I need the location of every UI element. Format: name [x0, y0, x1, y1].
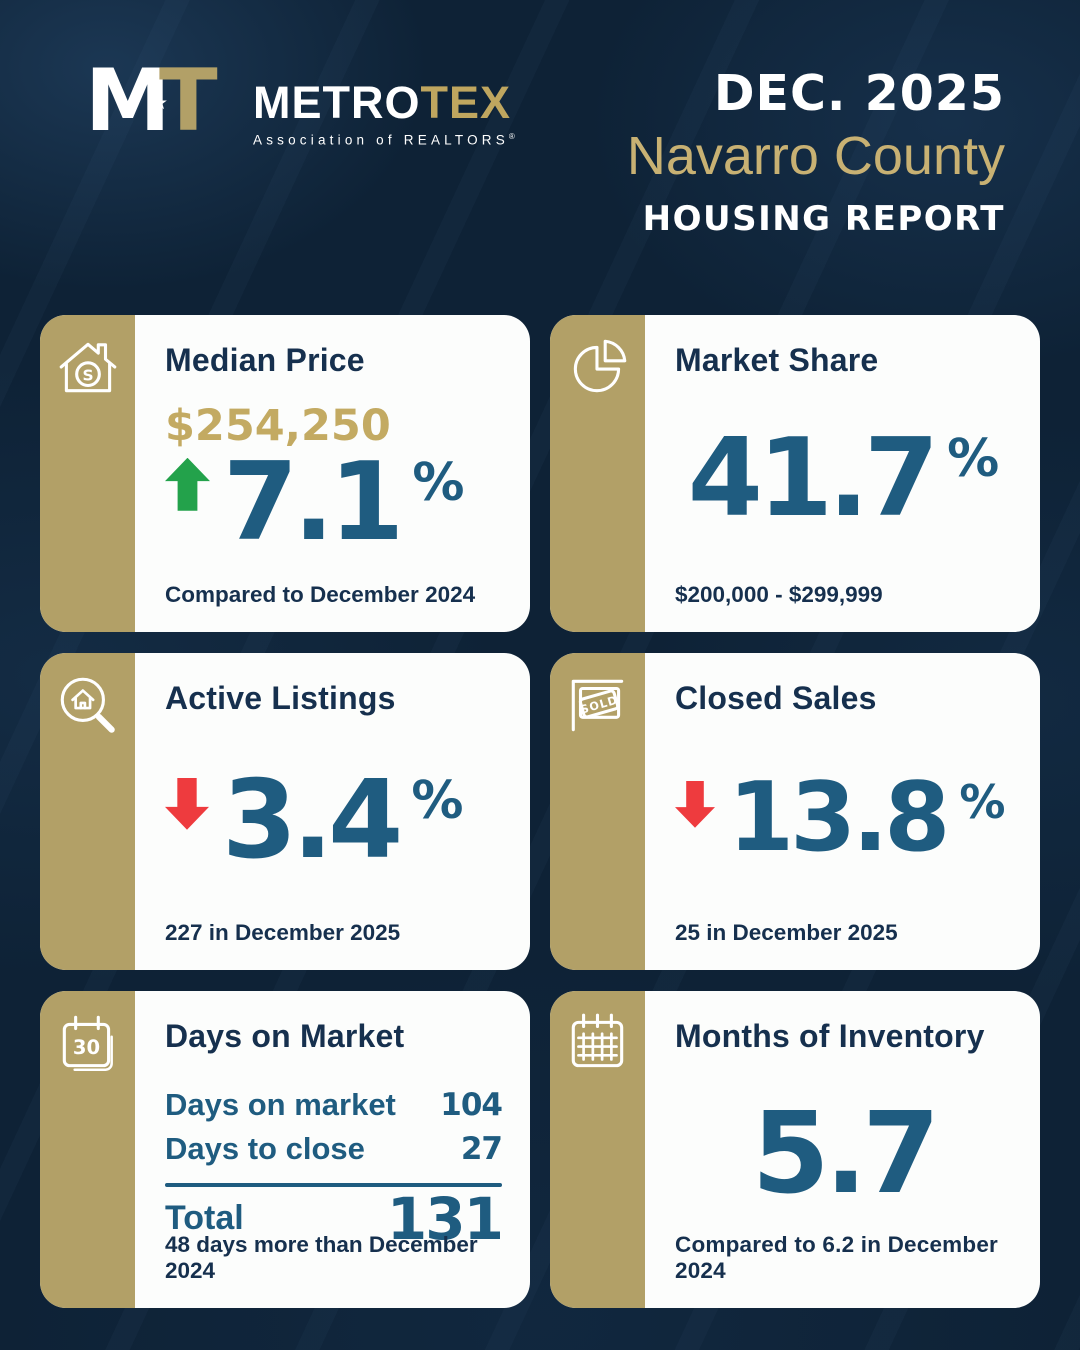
card-closed-sales: SOLD Closed Sales 13.8 % 25 in December …	[550, 653, 1040, 970]
card-footnote: 48 days more than December 2024	[165, 1232, 478, 1284]
market-share-value: 41.7	[687, 415, 939, 541]
card-content: Months of Inventory 5.7 Compared to 6.2 …	[645, 991, 1040, 1308]
logo-name-metro: METRO	[253, 77, 421, 128]
house-dollar-icon: S	[53, 333, 123, 403]
card-title: Median Price	[165, 342, 365, 378]
percent-sign: %	[947, 428, 1000, 489]
card-footnote: Compared to December 2024	[165, 582, 476, 608]
row-label: Days on market	[165, 1086, 396, 1122]
registered-mark: ®	[508, 132, 515, 141]
report-date: DEC. 2025	[713, 65, 1005, 122]
pie-chart-icon	[563, 333, 633, 403]
percent-sign: %	[412, 452, 465, 513]
value-row: 5.7	[675, 1088, 1012, 1219]
card-market-share: Market Share 41.7 % $200,000 - $299,999	[550, 315, 1040, 632]
card-content: Closed Sales 13.8 % 25 in December 2025	[645, 653, 1040, 970]
report-heading: DEC. 2025 Navarro County HOUSING REPORT	[627, 68, 1005, 239]
percent-change-value: 13.8	[728, 762, 950, 873]
logo-name: METROTEX	[253, 80, 515, 125]
stat-cards-grid: S Median Price $254,250 7.1 % Compared t…	[40, 315, 1040, 1308]
logo-letter-t: T	[159, 51, 218, 151]
total-value: 131	[386, 1184, 504, 1253]
house-search-icon	[53, 671, 123, 741]
table-row-days-to-close: Days to close 27	[165, 1127, 503, 1171]
up-arrow-icon	[165, 457, 210, 511]
calendar-grid-icon	[563, 1009, 633, 1079]
svg-text:S: S	[82, 366, 93, 384]
days-table: Days on market 104 Days to close 27 Tota…	[165, 1083, 504, 1253]
logo-letter-m: M	[85, 51, 171, 151]
card-accent-strip: S	[40, 315, 135, 632]
card-content: Days on Market Days on market 104 Days t…	[135, 991, 530, 1308]
card-median-price: S Median Price $254,250 7.1 % Compared t…	[40, 315, 530, 632]
trend-row: 3.4 %	[165, 757, 502, 883]
row-value: 27	[460, 1131, 503, 1168]
svg-text:30: 30	[72, 1036, 99, 1059]
calendar-30-icon: 30	[53, 1009, 123, 1079]
percent-sign: %	[411, 770, 464, 831]
metrotex-logo: M ★ T METROTEX Association of REALTORS®	[85, 58, 515, 152]
trend-row: 7.1 %	[165, 439, 502, 565]
metrotex-logo-mark-icon: M ★ T	[85, 58, 237, 152]
card-footnote: 25 in December 2025	[675, 920, 898, 946]
logo-text: METROTEX Association of REALTORS®	[253, 68, 515, 148]
card-footnote: $200,000 - $299,999	[675, 582, 883, 608]
card-title: Active Listings	[165, 680, 396, 716]
median-price-value: $254,250	[165, 400, 391, 451]
logo-name-tex: TEX	[420, 77, 512, 128]
table-divider	[165, 1182, 502, 1187]
card-footnote: Compared to 6.2 in December 2024	[675, 1232, 998, 1284]
card-title: Days on Market	[165, 1018, 405, 1054]
star-icon: ★	[151, 92, 169, 114]
percent-change-value: 7.1	[223, 439, 404, 565]
card-accent-strip	[550, 991, 645, 1308]
card-active-listings: Active Listings 3.4 % 227 in December 20…	[40, 653, 530, 970]
percent-sign: %	[959, 774, 1006, 829]
trend-row: 13.8 %	[675, 762, 1012, 873]
total-label: Total	[165, 1198, 244, 1237]
report-title: HOUSING REPORT	[642, 198, 1005, 239]
down-arrow-icon	[165, 777, 209, 830]
down-arrow-icon	[675, 780, 715, 828]
card-accent-strip: SOLD	[550, 653, 645, 970]
card-accent-strip: 30	[40, 991, 135, 1308]
card-title: Months of Inventory	[675, 1018, 985, 1054]
row-value: 104	[440, 1086, 503, 1123]
card-accent-strip	[40, 653, 135, 970]
sold-sign-icon: SOLD	[563, 671, 633, 741]
report-county: Navarro County	[626, 126, 1005, 187]
card-months-of-inventory: Months of Inventory 5.7 Compared to 6.2 …	[550, 991, 1040, 1308]
card-content: Active Listings 3.4 % 227 in December 20…	[135, 653, 530, 970]
card-days-on-market: 30 Days on Market Days on market 104 Day…	[40, 991, 530, 1308]
card-content: Median Price $254,250 7.1 % Compared to …	[135, 315, 530, 632]
card-title: Closed Sales	[675, 680, 877, 716]
table-row-days-on-market: Days on market 104	[165, 1083, 503, 1127]
row-label: Days to close	[165, 1131, 365, 1167]
header: M ★ T METROTEX Association of REALTORS® …	[85, 58, 1005, 239]
percent-change-value: 3.4	[222, 757, 403, 883]
value-row: 41.7 %	[675, 415, 1012, 541]
months-inventory-value: 5.7	[751, 1088, 940, 1219]
table-row-total: Total 131	[165, 1184, 504, 1253]
card-content: Market Share 41.7 % $200,000 - $299,999	[645, 315, 1040, 632]
card-footnote: 227 in December 2025	[165, 920, 401, 946]
card-accent-strip	[550, 315, 645, 632]
logo-tagline: Association of REALTORS®	[253, 132, 515, 148]
card-title: Market Share	[675, 342, 879, 378]
